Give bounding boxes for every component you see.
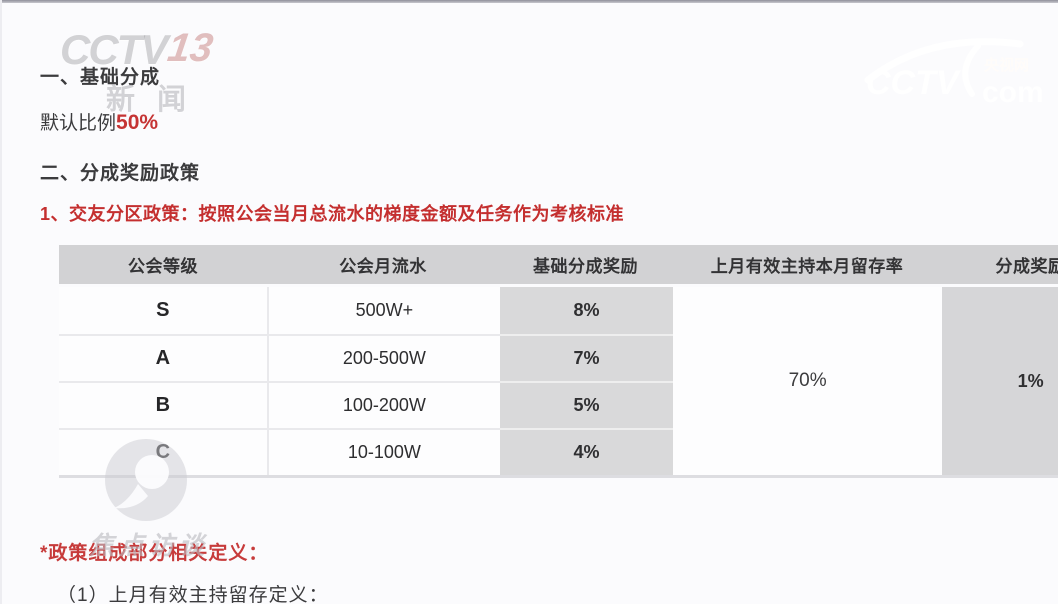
top-edge-strip bbox=[2, 0, 1058, 3]
default-ratio-value: 50% bbox=[116, 111, 159, 134]
table-cell-flow: 200-500W bbox=[268, 334, 501, 381]
table-cell-base-share: 5% bbox=[500, 381, 673, 428]
definitions-title: *政策组成部分相关定义： bbox=[40, 543, 269, 564]
col-header-monthly-flow: 公会月流水 bbox=[339, 257, 427, 276]
table-cell-flow: 100-200W bbox=[268, 381, 501, 428]
column-monthly-flow: 500W+ 200-500W 100-200W 10-100W bbox=[266, 287, 501, 475]
policy-table: 公会等级 公会月流水 基础分成奖励 上月有效主持本月留存率 分成奖励 S A B… bbox=[59, 245, 1058, 478]
table-cell-base-share: 8% bbox=[573, 300, 600, 320]
col-header-retention-rate: 上月有效主持本月留存率 bbox=[710, 257, 904, 276]
table-cell-level: A bbox=[59, 334, 267, 381]
merged-cell-retention: 70% bbox=[788, 370, 827, 391]
policy-line: 1、交友分区政策：按照公会当月总流水的梯度金额及任务作为考核标准 bbox=[40, 204, 625, 224]
column-retention-rate: 70% bbox=[672, 287, 943, 475]
merged-cell-bonus: 1% bbox=[1017, 370, 1044, 391]
svg-text:CCTV: CCTV bbox=[866, 64, 962, 102]
table-cell-base-share: 7% bbox=[500, 334, 673, 381]
definition-item-1: （1）上月有效主持留存定义： bbox=[57, 585, 329, 604]
table-cell-base-share: 4% bbox=[500, 428, 673, 475]
column-share-bonus: 1% bbox=[942, 287, 1058, 475]
section1-title: 一、基础分成 bbox=[40, 67, 161, 88]
svg-text:央视网: 央视网 bbox=[984, 56, 1029, 74]
cctvcom-watermark: CCTV com 央视网 bbox=[860, 30, 1058, 116]
table-cell-level: B bbox=[59, 381, 267, 428]
svg-text:com: com bbox=[982, 76, 1044, 109]
table-cell-flow: 10-100W bbox=[268, 428, 501, 475]
default-ratio-line: 默认比例50% bbox=[40, 108, 158, 135]
default-ratio-label: 默认比例 bbox=[40, 113, 117, 134]
table-cell-flow: 500W+ bbox=[355, 300, 414, 320]
table-cell-level: S bbox=[156, 299, 170, 321]
column-guild-level: S A B C bbox=[59, 287, 267, 475]
col-header-guild-level: 公会等级 bbox=[128, 257, 198, 276]
table-cell-level: C bbox=[59, 428, 267, 475]
section2-title: 二、分成奖励政策 bbox=[40, 163, 201, 184]
col-header-share-bonus: 分成奖励 bbox=[995, 257, 1058, 276]
table-body: S A B C 500W+ 200-500W 100-200W 10-100W … bbox=[59, 287, 1058, 478]
cctv13-channel-number: 13 bbox=[165, 26, 217, 70]
col-header-base-share: 基础分成奖励 bbox=[533, 257, 638, 276]
column-base-share: 8% 7% 5% 4% bbox=[500, 287, 673, 475]
cctvcom-swoosh-icon: CCTV com 央视网 bbox=[864, 38, 1044, 109]
table-header-row: 公会等级 公会月流水 基础分成奖励 上月有效主持本月留存率 分成奖励 bbox=[59, 245, 1058, 284]
